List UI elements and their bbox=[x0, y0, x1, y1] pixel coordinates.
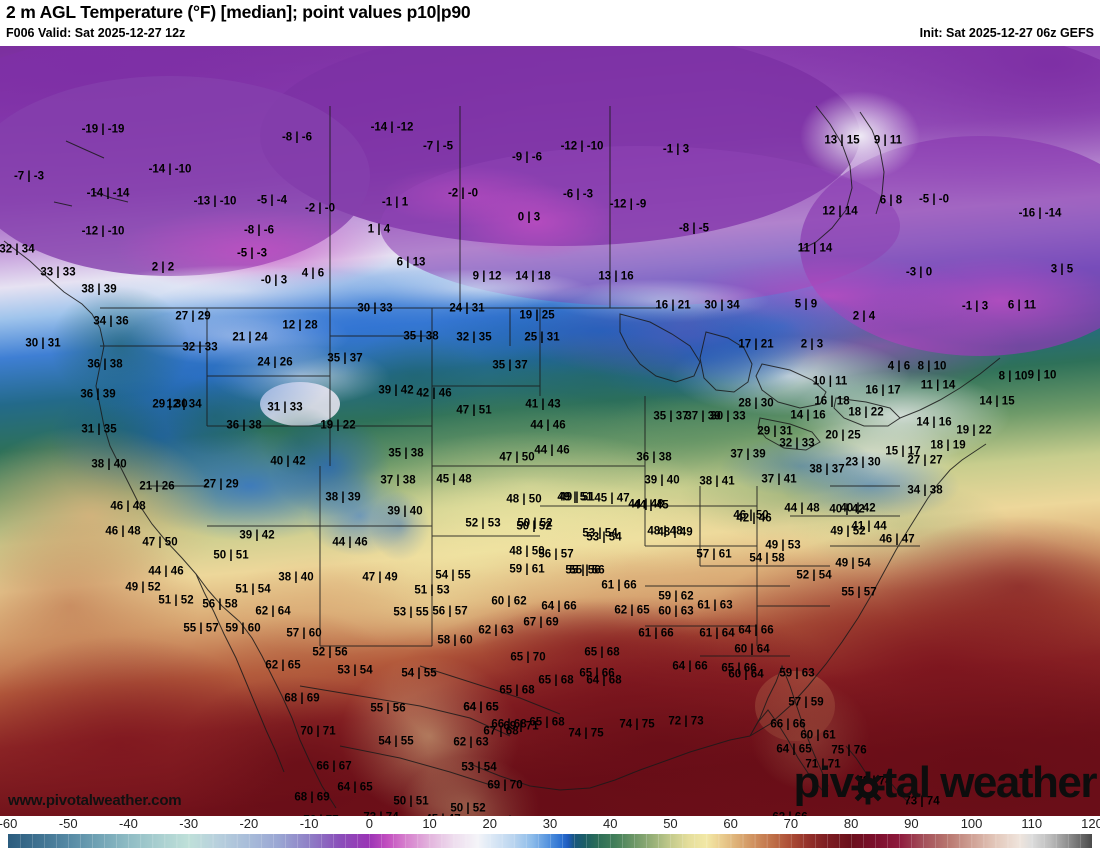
temperature-field bbox=[0, 46, 1100, 816]
colorbar-tick: 30 bbox=[542, 816, 558, 831]
colorbar-tick: 100 bbox=[960, 816, 983, 831]
colorbar-tick: 40 bbox=[602, 816, 618, 831]
colorbar-tick: 50 bbox=[663, 816, 678, 831]
colorbar-tick: -50 bbox=[58, 816, 78, 831]
colorbar-tick: 110 bbox=[1021, 816, 1043, 831]
colorbar-tick: 0 bbox=[365, 816, 373, 831]
colorbar-tick: 60 bbox=[723, 816, 738, 831]
colorbar-tick: 120 bbox=[1081, 816, 1100, 831]
colorbar-tick: -10 bbox=[299, 816, 319, 831]
gear-icon bbox=[851, 766, 885, 805]
page-title: 2 m AGL Temperature (°F) [median]; point… bbox=[6, 2, 471, 22]
header-subrow: F006 Valid: Sat 2025-12-27 12z Init: Sat… bbox=[0, 26, 1100, 44]
colorbar-gradient-strip bbox=[8, 834, 1092, 848]
colorbar-tick: -60 bbox=[0, 816, 18, 831]
colorbar-tick: 90 bbox=[904, 816, 919, 831]
colorbar-tick: -20 bbox=[239, 816, 259, 831]
pivotal-weather-logo: piv bbox=[793, 758, 1098, 807]
colorbar-tick: -30 bbox=[179, 816, 199, 831]
init-time-label: Init: Sat 2025-12-27 06z GEFS bbox=[919, 26, 1094, 40]
logo-text-post: tal weather bbox=[882, 758, 1098, 807]
colorbar-tick-labels: -60 -50 -40 -30 -20 -10 0 10 20 30 40 50 60 70 80 90 100… bbox=[0, 816, 1100, 833]
site-url-watermark: www.pivotalweather.com bbox=[8, 792, 182, 809]
map-canvas[interactable]: -19 | -19 -7 | -3 -14 | -14 -12 | -10 32 | 3… bbox=[0, 46, 1100, 816]
geography-outlines bbox=[3, 105, 1001, 809]
colorbar-tick: -40 bbox=[119, 816, 138, 831]
temperature-colorbar[interactable]: -60 -50 -40 -30 -20 -10 0 10 20 30 40 50 60 70 80 90 100… bbox=[0, 816, 1100, 850]
logo-text-pre: piv bbox=[793, 758, 855, 807]
colorbar-tick: 70 bbox=[783, 816, 799, 831]
colorbar-tick: 20 bbox=[482, 816, 497, 831]
colorbar-tick: 80 bbox=[843, 816, 859, 831]
valid-time-label: F006 Valid: Sat 2025-12-27 12z bbox=[6, 26, 186, 40]
colorbar-tick: 10 bbox=[422, 816, 437, 831]
header: 2 m AGL Temperature (°F) [median]; point… bbox=[0, 0, 1100, 46]
